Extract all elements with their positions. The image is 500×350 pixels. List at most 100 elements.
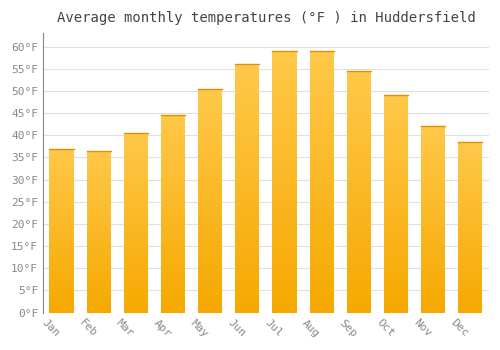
Bar <box>124 174 148 176</box>
Bar <box>198 102 222 104</box>
Bar <box>347 243 371 245</box>
Bar <box>86 309 111 311</box>
Bar <box>347 255 371 257</box>
Bar <box>347 192 371 194</box>
Bar <box>50 165 74 167</box>
Bar <box>347 155 371 158</box>
Bar <box>421 201 445 203</box>
Bar <box>124 279 148 280</box>
Bar <box>86 185 111 186</box>
Bar <box>124 239 148 241</box>
Bar <box>458 297 482 299</box>
Bar <box>310 294 334 297</box>
Bar <box>347 247 371 250</box>
Bar <box>124 241 148 243</box>
Bar <box>384 232 408 234</box>
Bar <box>347 230 371 233</box>
Bar <box>384 208 408 210</box>
Bar <box>198 218 222 221</box>
Bar <box>458 241 482 243</box>
Bar <box>86 204 111 206</box>
Bar <box>198 140 222 142</box>
Bar <box>458 284 482 285</box>
Bar <box>310 93 334 96</box>
Bar <box>347 259 371 262</box>
Bar <box>236 64 260 67</box>
Bar <box>421 216 445 218</box>
Bar <box>421 191 445 194</box>
Bar <box>310 226 334 229</box>
Bar <box>50 157 74 159</box>
Bar <box>236 303 260 305</box>
Bar <box>421 311 445 313</box>
Bar <box>272 273 296 276</box>
Bar <box>384 310 408 313</box>
Bar <box>236 146 260 149</box>
Bar <box>272 62 296 64</box>
Bar <box>384 126 408 128</box>
Bar <box>347 250 371 252</box>
Bar <box>50 231 74 232</box>
Bar <box>236 151 260 154</box>
Bar <box>86 269 111 271</box>
Bar <box>347 209 371 211</box>
Bar <box>124 149 148 151</box>
Bar <box>347 238 371 240</box>
Bar <box>458 195 482 197</box>
Bar <box>384 269 408 271</box>
Bar <box>421 296 445 298</box>
Bar <box>50 226 74 227</box>
Bar <box>458 198 482 200</box>
Bar <box>458 149 482 150</box>
Bar <box>86 274 111 275</box>
Bar <box>236 149 260 151</box>
Bar <box>458 272 482 273</box>
Bar <box>86 272 111 274</box>
Bar <box>161 285 185 287</box>
Bar <box>421 290 445 292</box>
Bar <box>124 291 148 293</box>
Bar <box>198 274 222 277</box>
Bar <box>384 276 408 278</box>
Bar <box>236 238 260 240</box>
Bar <box>124 165 148 167</box>
Bar <box>458 168 482 169</box>
Bar <box>347 199 371 202</box>
Bar <box>347 124 371 126</box>
Bar <box>161 137 185 139</box>
Bar <box>458 169 482 171</box>
Bar <box>310 184 334 187</box>
Bar <box>86 152 111 154</box>
Bar <box>124 203 148 205</box>
Bar <box>384 145 408 147</box>
Bar <box>458 215 482 217</box>
Bar <box>198 248 222 250</box>
Bar <box>458 294 482 295</box>
Bar <box>236 97 260 99</box>
Bar <box>198 178 222 181</box>
Bar <box>272 54 296 56</box>
Bar <box>161 208 185 210</box>
Bar <box>124 246 148 248</box>
Bar <box>50 198 74 199</box>
Bar <box>124 153 148 155</box>
Bar <box>384 136 408 139</box>
Bar <box>198 281 222 284</box>
Bar <box>310 145 334 148</box>
Bar <box>161 167 185 169</box>
Bar <box>310 247 334 250</box>
Bar <box>272 124 296 127</box>
Bar <box>384 113 408 115</box>
Bar <box>161 250 185 251</box>
Bar <box>272 98 296 101</box>
Bar <box>124 284 148 286</box>
Bar <box>161 125 185 127</box>
Bar <box>161 147 185 149</box>
Bar <box>236 283 260 285</box>
Bar <box>458 270 482 272</box>
Bar <box>421 219 445 221</box>
Bar <box>310 292 334 294</box>
Bar <box>50 201 74 203</box>
Bar <box>124 160 148 162</box>
Bar <box>310 229 334 231</box>
